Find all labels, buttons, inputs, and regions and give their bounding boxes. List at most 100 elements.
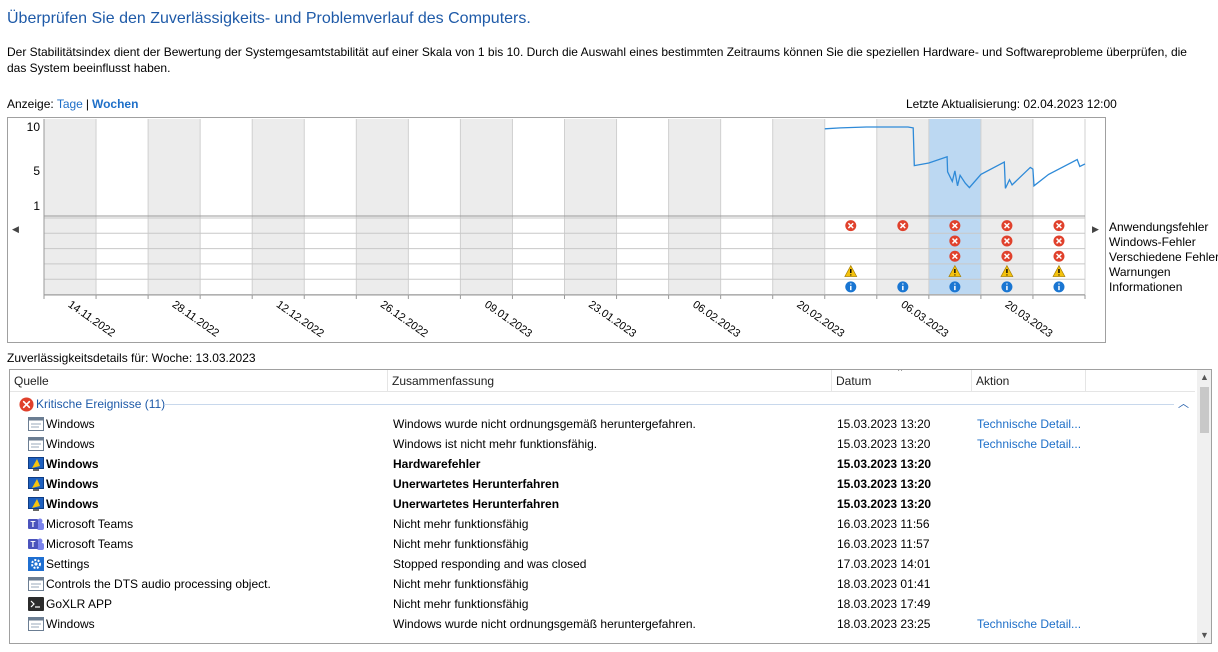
warning-icon[interactable] [948, 264, 962, 277]
window-app-icon-glyph [28, 617, 44, 631]
details-label: Zuverlässigkeitsdetails für: Woche: 13.0… [7, 351, 256, 365]
table-row[interactable]: Windows Windows wurde nicht ordnungsgemäß… [10, 414, 1195, 434]
view-selector: Anzeige: Tage | Wochen [7, 97, 138, 111]
info-icon[interactable] [845, 281, 857, 293]
vertical-scrollbar[interactable]: ▲ ▼ [1197, 370, 1211, 643]
week-column [356, 119, 409, 295]
technical-details-link[interactable]: Technische Detail... [977, 417, 1082, 431]
svg-text:T: T [31, 520, 36, 529]
window-app-icon [28, 577, 44, 591]
group-critical-events[interactable]: Kritische Ereignisse (11) ︿ [10, 394, 1195, 414]
view-separator: | [85, 97, 89, 111]
scroll-down-icon[interactable]: ▼ [1200, 630, 1209, 640]
group-label: Kritische Ereignisse (11) [36, 397, 166, 411]
summary-cell: Nicht mehr funktionsfähig [393, 537, 529, 551]
sort-caret-icon: ^ [898, 369, 903, 376]
week-column [304, 119, 357, 295]
monitor-alert-icon-glyph [28, 457, 44, 471]
y-tick-label: 10 [27, 120, 41, 134]
error-icon[interactable] [1053, 220, 1065, 232]
column-header-source[interactable]: Quelle [10, 370, 388, 392]
settings-gear-icon-glyph [28, 557, 44, 571]
error-icon[interactable] [949, 220, 961, 232]
column-header-summary[interactable]: Zusammenfassung [388, 370, 832, 392]
week-column [252, 119, 305, 295]
chart-scroll-left-icon[interactable]: ◀ [12, 224, 19, 234]
legend-item: Informationen [1109, 280, 1183, 294]
info-icon[interactable] [949, 281, 961, 293]
window-app-icon [28, 417, 44, 431]
week-column [200, 119, 253, 295]
event-legend: Anwendungsfehler Windows-Fehler Verschiede… [1109, 220, 1218, 295]
warning-icon[interactable] [1000, 264, 1014, 277]
stability-chart[interactable]: 10 5 1 14.11.2022 28.11.2022 12.12.2022 26.12.… [7, 117, 1106, 343]
date-cell: 18.03.2023 01:41 [837, 577, 931, 591]
date-cell: 17.03.2023 14:01 [837, 557, 931, 571]
scroll-up-icon[interactable]: ▲ [1200, 372, 1209, 382]
week-column [668, 119, 721, 295]
table-row[interactable]: Settings Stopped responding and was close… [10, 554, 1195, 574]
x-tick-label: 06.03.2023 [899, 299, 951, 340]
warning-icon[interactable] [1052, 264, 1066, 277]
error-icon[interactable] [1053, 235, 1065, 247]
error-icon[interactable] [1001, 250, 1013, 262]
info-icon[interactable] [1001, 281, 1013, 293]
table-row[interactable]: Windows Hardwarefehler 15.03.2023 13:20 [10, 454, 1195, 474]
page-description: Der Stabilitätsindex dient der Bewertung… [7, 45, 1187, 75]
summary-cell: Unerwartetes Herunterfahren [393, 497, 560, 511]
view-days-link[interactable]: Tage [56, 97, 83, 111]
week-column [96, 119, 149, 295]
technical-details-link[interactable]: Technische Detail... [977, 437, 1082, 451]
window-app-icon [28, 617, 44, 631]
summary-cell: Nicht mehr funktionsfähig [393, 597, 529, 611]
details-table: Quelle Zusammenfassung Datum Aktion ^ Kr… [9, 369, 1212, 644]
stability-index-line [824, 126, 1086, 189]
stability-chart-svg: 10 5 1 14.11.2022 28.11.2022 12.12.2022 26.12.… [27, 119, 1086, 340]
monitor-alert-icon [28, 497, 44, 511]
error-icon[interactable] [1001, 220, 1013, 232]
table-row[interactable]: Windows Unerwartetes Herunterfahren 15.03.… [10, 494, 1195, 514]
chart-scroll-right-icon[interactable]: ▶ [1092, 224, 1099, 234]
error-icon[interactable] [949, 235, 961, 247]
summary-cell: Hardwarefehler [393, 457, 481, 471]
x-tick-label: 20.03.2023 [1003, 299, 1055, 340]
source-cell: Microsoft Teams [46, 517, 134, 531]
view-weeks-link[interactable]: Wochen [91, 97, 139, 111]
legend-item: Anwendungsfehler [1109, 220, 1209, 234]
x-tick-label: 28.11.2022 [170, 299, 221, 340]
legend-item: Warnungen [1109, 265, 1171, 279]
info-icon[interactable] [1053, 281, 1065, 293]
console-app-icon-glyph [28, 597, 44, 611]
window-app-icon [28, 437, 44, 451]
legend-item: Verschiedene Fehler [1109, 250, 1218, 264]
view-label: Anzeige: [7, 97, 54, 111]
collapse-chevron-icon[interactable]: ︿ [1178, 398, 1189, 410]
warning-icon[interactable] [844, 264, 858, 277]
error-icon[interactable] [845, 220, 857, 232]
table-row[interactable]: Windows Windows wurde nicht ordnungsgemäß… [10, 614, 1195, 634]
error-icon[interactable] [897, 220, 909, 232]
error-icon[interactable] [1001, 235, 1013, 247]
table-row[interactable]: Windows Windows ist nicht mehr funktionsf… [10, 434, 1195, 454]
error-icon[interactable] [1053, 250, 1065, 262]
table-row[interactable]: T Microsoft Teams Nicht mehr funktionsfähi… [10, 534, 1195, 554]
x-tick-label: 23.01.2023 [586, 299, 638, 340]
summary-cell: Nicht mehr funktionsfähig [393, 517, 529, 531]
date-cell: 15.03.2023 13:20 [837, 417, 931, 431]
y-tick-label: 5 [33, 164, 40, 178]
column-header-action[interactable]: Aktion [972, 370, 1086, 392]
scroll-thumb[interactable] [1200, 387, 1209, 433]
table-row[interactable]: Windows Unerwartetes Herunterfahren 15.03.… [10, 474, 1195, 494]
date-cell: 16.03.2023 11:57 [837, 537, 930, 551]
technical-details-link[interactable]: Technische Detail... [977, 617, 1082, 631]
week-column [460, 119, 513, 295]
summary-cell: Nicht mehr funktionsfähig [393, 577, 529, 591]
info-icon[interactable] [897, 281, 909, 293]
column-header-date[interactable]: Datum [832, 370, 972, 392]
error-icon[interactable] [949, 250, 961, 262]
table-row[interactable]: GoXLR APP Nicht mehr funktionsfähig 18.03.… [10, 594, 1195, 614]
table-row[interactable]: Controls the DTS audio processing object… [10, 574, 1195, 594]
table-row[interactable]: T Microsoft Teams Nicht mehr funktionsfähi… [10, 514, 1195, 534]
week-column [616, 119, 669, 295]
summary-cell: Windows wurde nicht ordnungsgemäß herunt… [393, 417, 696, 431]
